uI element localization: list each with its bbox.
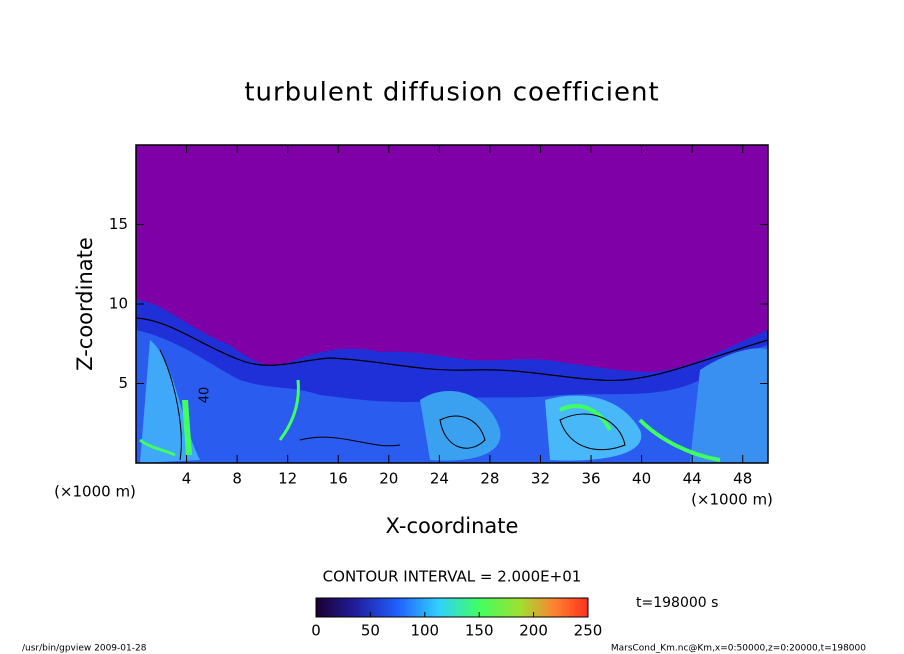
- x-tick-label: 24: [430, 470, 449, 488]
- x-tick-label: 36: [581, 470, 600, 488]
- contour-interval: CONTOUR INTERVAL = 2.000E+01: [323, 568, 582, 586]
- y-tick-label: 10: [109, 295, 128, 313]
- y-unit: (×1000 m): [54, 483, 136, 501]
- footer-left: /usr/bin/gpview 2009-01-28: [22, 644, 147, 654]
- x-tick-label: 44: [683, 470, 702, 488]
- x-tick-label: 8: [232, 470, 242, 488]
- contour-label: 40: [198, 387, 213, 404]
- colorbar: [315, 597, 589, 618]
- colorbar-tick-label: 200: [519, 622, 548, 640]
- colorbar-tick-label: 0: [311, 622, 321, 640]
- colorbar-tick-label: 250: [574, 622, 603, 640]
- time-label: t=198000 s: [636, 595, 718, 611]
- chart-title: turbulent diffusion coefficient: [244, 78, 659, 108]
- x-tick-label: 40: [632, 470, 651, 488]
- footer-right: MarsCond_Km.nc@Km,x=0:50000,z=0:20000,t=…: [611, 644, 866, 654]
- colorbar-tick-label: 150: [465, 622, 494, 640]
- y-tick-label: 5: [118, 374, 128, 392]
- x-tick-label: 12: [278, 470, 297, 488]
- x-unit: (×1000 m): [691, 491, 773, 509]
- colorbar-tick-label: 100: [410, 622, 439, 640]
- x-tick-label: 16: [329, 470, 348, 488]
- x-tick-label: 20: [379, 470, 398, 488]
- field: [136, 145, 768, 463]
- colorbar-tick-label: 50: [361, 622, 380, 640]
- x-tick-label: 32: [531, 470, 550, 488]
- x-tick-label: 28: [480, 470, 499, 488]
- x-axis-label: X-coordinate: [386, 514, 519, 538]
- y-axis-label: Z-coordinate: [73, 237, 97, 371]
- x-tick-label: 4: [182, 470, 192, 488]
- x-tick-label: 48: [733, 470, 752, 488]
- y-tick-label: 15: [109, 215, 128, 233]
